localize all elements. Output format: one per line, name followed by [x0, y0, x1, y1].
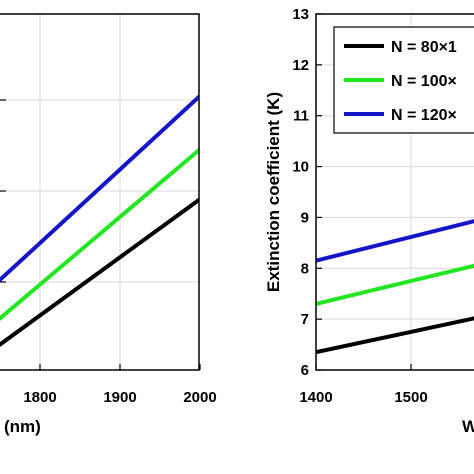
legend-label-n80: N = 80×1 — [391, 39, 457, 56]
right-x-axis-label: W — [462, 417, 474, 436]
left-chart: 1800 1900 2000 (nm) — [0, 13, 217, 436]
left-x-tick-label-2: 2000 — [183, 389, 216, 406]
left-x-axis-label: (nm) — [4, 417, 41, 436]
right-x-tick-label-0: 1400 — [299, 389, 332, 406]
right-y-ticks: 6 7 8 9 10 11 12 13 — [292, 6, 322, 379]
left-x-tick-label-0: 1800 — [23, 389, 56, 406]
right-series-line-0 — [316, 316, 474, 355]
right-y-tick-label-5: 11 — [293, 108, 309, 125]
right-y-tick-label-1: 7 — [301, 311, 309, 328]
right-y-tick-label-2: 8 — [301, 260, 309, 277]
right-y-tick-label-6: 12 — [292, 57, 309, 74]
right-series-group — [316, 219, 474, 355]
legend: N = 80×1 N = 100× N = 120× — [333, 26, 474, 134]
right-x-tick-label-1: 1500 — [394, 389, 427, 406]
left-series-line-0 — [0, 94, 199, 283]
right-x-ticks: 1400150016 — [299, 364, 428, 406]
left-series-line-2 — [0, 197, 199, 347]
left-x-tick-label-1: 1900 — [103, 389, 136, 406]
legend-label-n120: N = 120× — [391, 107, 457, 124]
right-plot-frame — [315, 13, 474, 371]
legend-label-n100: N = 100× — [391, 73, 457, 90]
right-y-tick-label-3: 9 — [301, 209, 309, 226]
right-series-line-2 — [316, 219, 474, 263]
right-y-tick-label-0: 6 — [301, 362, 309, 379]
right-y-tick-label-4: 10 — [292, 159, 309, 176]
left-plot-frame — [0, 13, 200, 371]
left-series-group — [0, 94, 199, 347]
right-y-axis-label: Extinction coefficient (K) — [264, 92, 283, 292]
right-y-tick-label-7: 13 — [292, 6, 309, 23]
left-grid — [0, 14, 199, 370]
left-x-ticks: 1800 1900 2000 — [23, 364, 217, 406]
left-series-line-1 — [0, 147, 199, 321]
right-series-line-1 — [316, 263, 474, 306]
